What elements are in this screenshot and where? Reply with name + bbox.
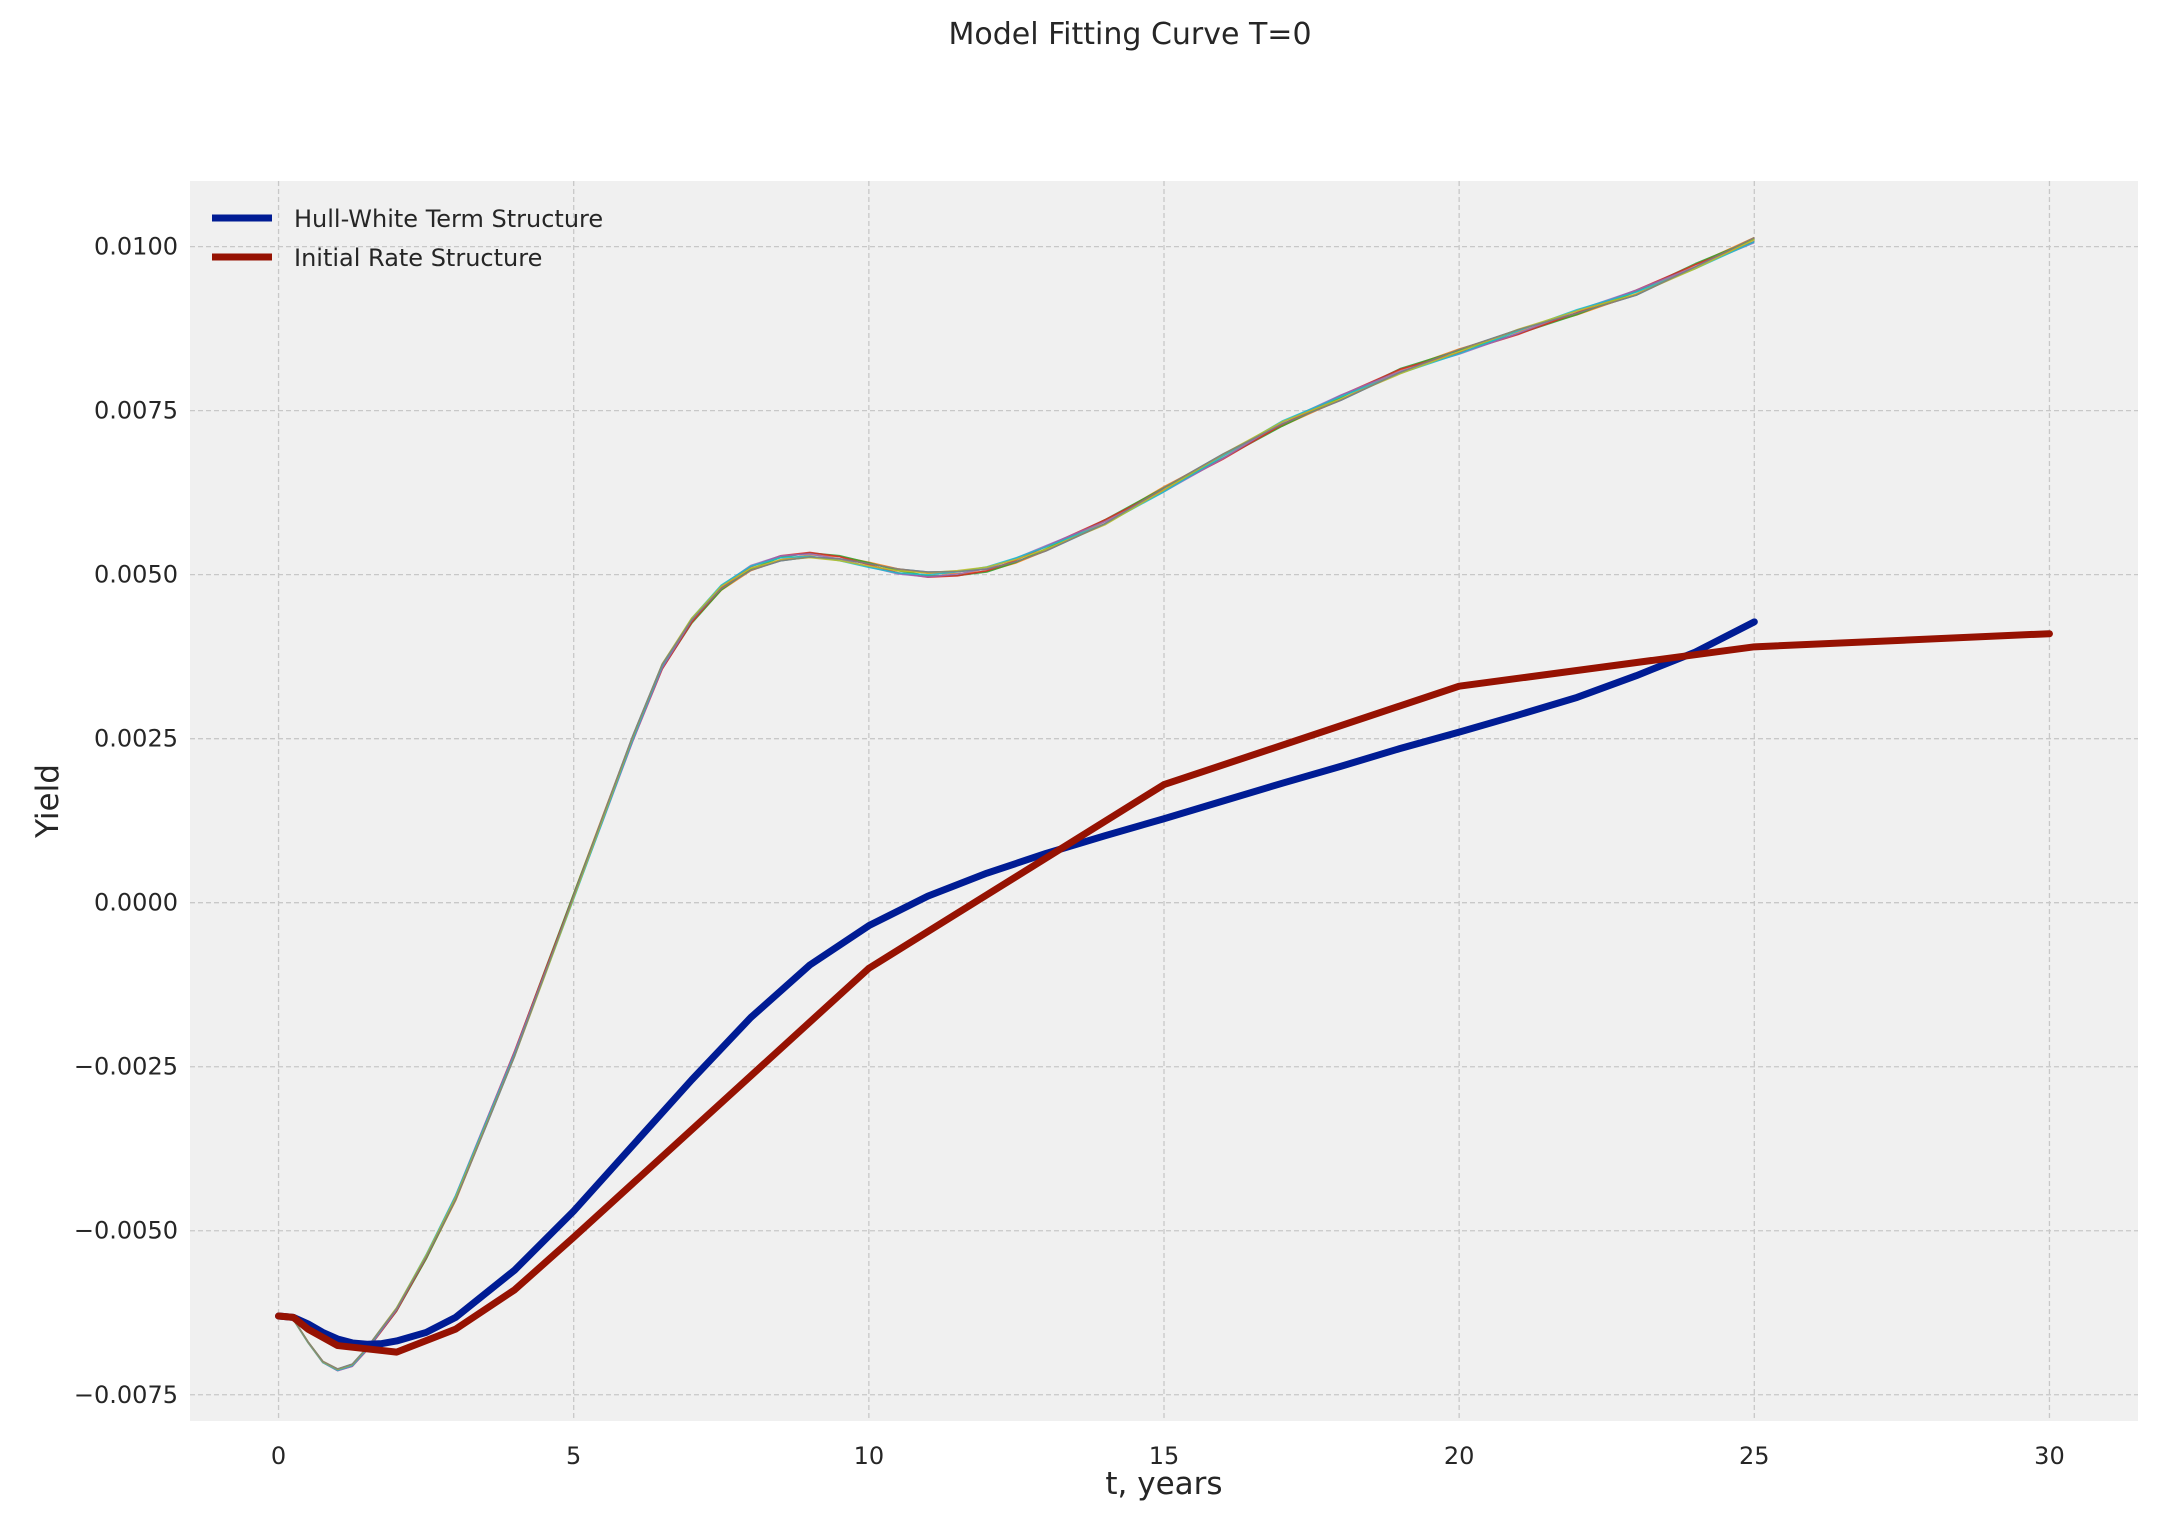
simulation-path	[278, 236, 1755, 1370]
x-tick-label: 25	[1739, 1442, 1770, 1470]
y-tick-label: 0.0025	[94, 725, 178, 753]
x-axis-title: t, years	[1105, 1466, 1222, 1502]
legend-label-hull-white: Hull-White Term Structure	[294, 205, 603, 233]
y-tick-label: 0.0075	[94, 397, 178, 425]
y-tick-label: 0.0100	[94, 233, 178, 261]
legend: Hull-White Term Structure Initial Rate S…	[212, 205, 603, 272]
x-tick-label: 15	[1149, 1442, 1180, 1470]
x-tick-label: 20	[1444, 1442, 1475, 1470]
simulation-paths	[278, 236, 1755, 1372]
y-tick-label: 0.0050	[94, 561, 178, 589]
y-tick-label: −0.0050	[74, 1217, 178, 1245]
legend-label-initial-rate: Initial Rate Structure	[294, 244, 542, 272]
chart-title: Model Fitting Curve T=0	[948, 17, 1311, 52]
tick-labels: 0 5 10 15 20 25 30 −0.0075 −0.0050 −0.0025 0.0000 0…	[74, 233, 2065, 1470]
grid	[190, 181, 2138, 1421]
y-axis-title: Yield	[30, 764, 66, 839]
series-lines	[275, 618, 2053, 1356]
x-tick-label: 30	[2034, 1442, 2065, 1470]
series-line-1	[275, 630, 2053, 1356]
x-tick-label: 10	[854, 1442, 885, 1470]
x-tick-label: 5	[566, 1442, 581, 1470]
y-tick-label: 0.0000	[94, 889, 178, 917]
series-line-0	[275, 618, 1758, 1348]
y-tick-label: −0.0025	[74, 1053, 178, 1081]
y-tick-label: −0.0075	[74, 1381, 178, 1409]
x-tick-label: 0	[271, 1442, 286, 1470]
